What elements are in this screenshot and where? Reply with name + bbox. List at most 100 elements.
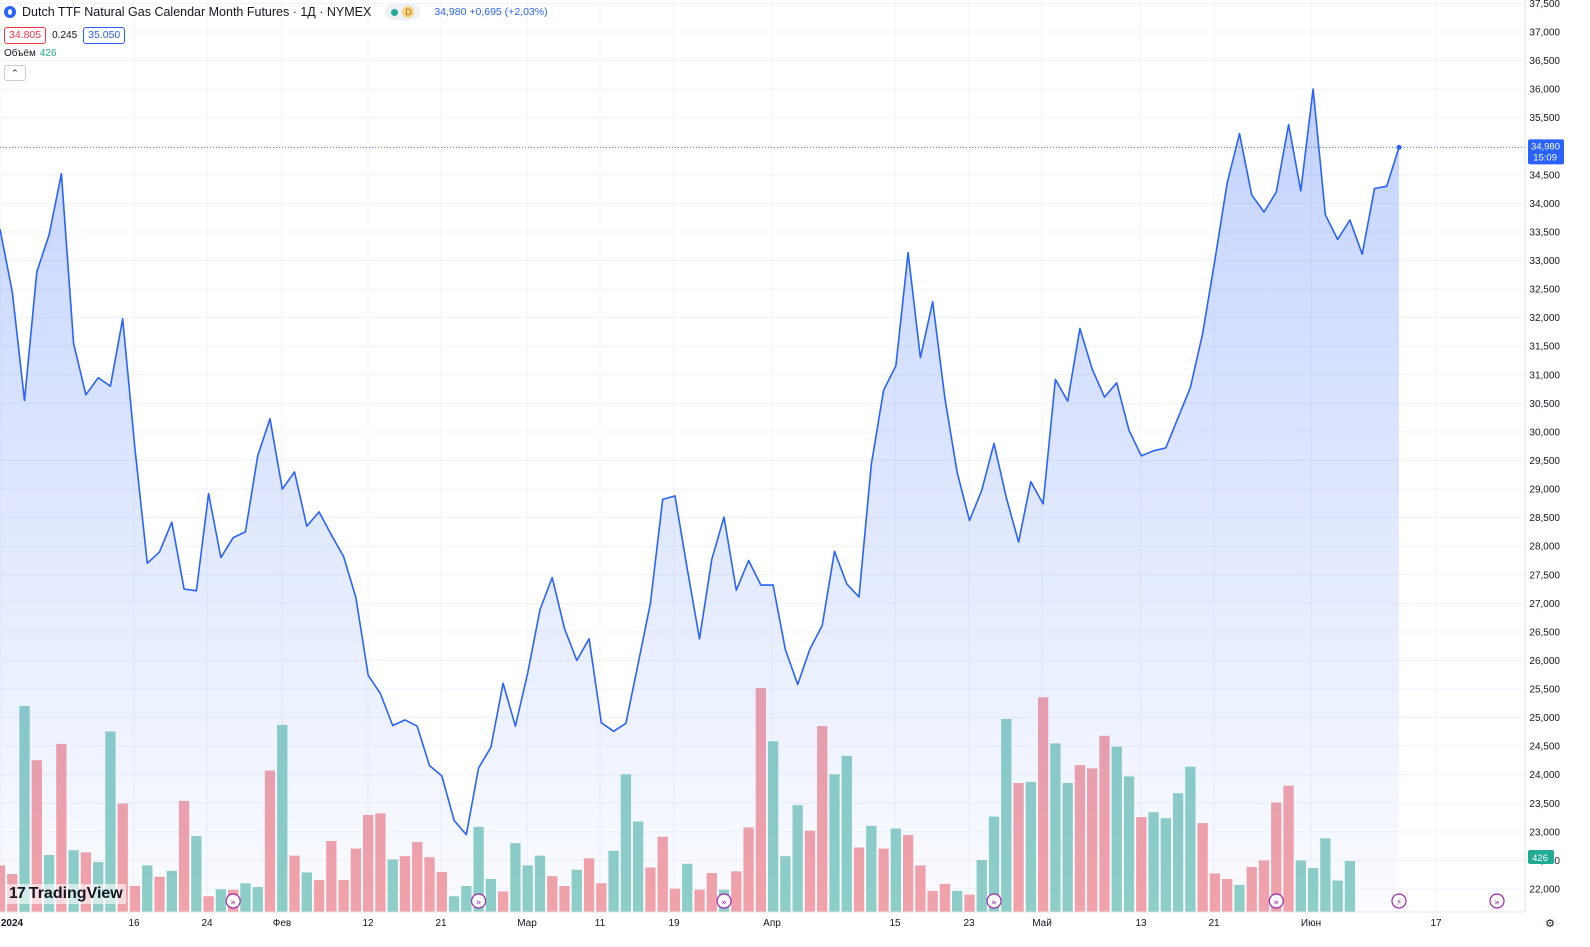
price-line — [0, 88, 1400, 836]
flash-icon[interactable]: ⚡ — [1391, 893, 1407, 909]
symbol-logo-icon — [4, 6, 16, 18]
time-axis-background — [0, 912, 1590, 947]
event-marker-ring — [986, 893, 1002, 909]
price-tick-label: 36,000 — [1529, 85, 1560, 96]
event-marker-glyph: » — [1274, 898, 1280, 908]
settings-icon[interactable]: ⚙ — [1545, 917, 1555, 930]
time-tick-label: Мар — [517, 918, 537, 929]
price-tick-label: 29,000 — [1529, 485, 1560, 496]
price-tick-label: 31,500 — [1529, 342, 1560, 353]
time-tick-label: Май — [1032, 918, 1052, 929]
time-tick-label: 24 — [201, 918, 213, 929]
dividend-icon[interactable]: » — [225, 893, 241, 909]
price-area — [0, 88, 1525, 913]
tradingview-logo[interactable]: 17 TradingView — [6, 884, 126, 904]
spread-value: 0.245 — [52, 29, 78, 41]
time-axis[interactable]: 2024 16 24 Фев 12 21 Мар 11 19 Апр 15 23 Май 13 21 Июн 1… — [0, 911, 1590, 947]
price-tick-label: 22,000 — [1529, 885, 1560, 896]
time-tick-label: 17 — [1430, 918, 1442, 929]
volume-legend: Объём 426 — [4, 48, 548, 62]
price-tick-label: 23,000 — [1529, 827, 1560, 838]
dividend-icon[interactable]: » — [716, 893, 732, 909]
dividend-icon[interactable]: » — [471, 893, 487, 909]
price-tick-label: 33,500 — [1529, 227, 1560, 238]
event-marker-ring — [225, 893, 241, 909]
price-tick-label: 34,500 — [1529, 170, 1560, 181]
time-tick-label: Фев — [273, 918, 291, 929]
buy-price-button[interactable]: 35.050 — [83, 26, 126, 44]
volume-label: Объём — [4, 48, 36, 59]
price-tick-label: 30,500 — [1529, 399, 1560, 410]
price-tick-label: 25,000 — [1529, 713, 1560, 724]
price-tick-label: 24,000 — [1529, 770, 1560, 781]
price-tick-label: 29,500 — [1529, 456, 1560, 467]
tradingview-mark-icon: 17 — [9, 885, 26, 902]
event-marker-glyph: » — [991, 898, 997, 908]
event-marker-ring — [1489, 893, 1505, 909]
symbol-legend: Dutch TTF Natural Gas Calendar Month Fut… — [4, 3, 548, 81]
price-tick-label: 34,000 — [1529, 199, 1560, 210]
price-tick-label: 31,000 — [1529, 370, 1560, 381]
event-marker-glyph: » — [230, 898, 236, 908]
event-marker-ring — [716, 893, 732, 909]
event-marker-ring — [1268, 893, 1284, 909]
time-tick-label: 2024 — [1, 918, 24, 929]
price-tick-label: 33,000 — [1529, 256, 1560, 267]
time-tick-label: 13 — [1135, 918, 1147, 929]
price-tick-label: 28,000 — [1529, 542, 1560, 553]
dividend-icon[interactable]: » — [986, 893, 1002, 909]
time-tick-label: 21 — [1208, 918, 1220, 929]
dividend-icon[interactable]: » — [1268, 893, 1284, 909]
event-marker-glyph: » — [721, 898, 727, 908]
time-tick-label: 19 — [668, 918, 680, 929]
event-marker-ring — [1391, 893, 1407, 909]
chevron-up-icon[interactable]: ⌃ — [4, 65, 26, 81]
last-price-label-bg — [1528, 139, 1564, 165]
price-tick-label: 23,500 — [1529, 799, 1560, 810]
price-tick-label: 37,500 — [1529, 0, 1560, 10]
price-tick-label: 26,500 — [1529, 627, 1560, 638]
price-tick-label: 26,000 — [1529, 656, 1560, 667]
price-tick-label: 32,500 — [1529, 285, 1560, 296]
price-tick-label: 24,500 — [1529, 742, 1560, 753]
event-marker-ring — [471, 893, 487, 909]
price-tick-label: 25,500 — [1529, 685, 1560, 696]
event-markers[interactable]: » » » » » ⚡ » — [225, 893, 1505, 909]
time-tick-label: Июн — [1301, 918, 1321, 929]
time-tick-label: 16 — [128, 918, 140, 929]
price-tick-label: 27,500 — [1529, 570, 1560, 581]
market-open-icon — [391, 8, 399, 16]
bar-countdown-label: 15:09 — [1533, 152, 1557, 163]
last-price-dot — [1396, 144, 1402, 150]
tradingview-logo-text: TradingView — [28, 885, 123, 902]
last-quote: 34,980 +0,695 (+2,03%) — [434, 6, 548, 18]
time-tick-label: 11 — [595, 918, 606, 929]
price-tick-label: 37,000 — [1529, 28, 1560, 39]
event-marker-glyph: » — [1494, 898, 1500, 908]
event-marker-glyph: ⚡ — [1396, 898, 1402, 908]
last-volume-label-bg — [1528, 850, 1554, 864]
sell-price-button[interactable]: 34.805 — [4, 26, 47, 44]
price-area-fill — [0, 89, 1399, 913]
dividend-icon[interactable]: » — [1489, 893, 1505, 909]
delayed-data-icon: D — [402, 6, 415, 18]
market-status-badge[interactable]: D — [385, 4, 421, 20]
price-tick-label: 32,000 — [1529, 313, 1560, 324]
volume-value: 426 — [39, 48, 57, 59]
last-price-label: 34,980 — [1531, 141, 1560, 152]
time-tick-label: 21 — [435, 918, 447, 929]
time-tick-label: Апр — [763, 918, 781, 929]
price-tick-label: 30,000 — [1529, 427, 1560, 438]
price-tick-label: 36,500 — [1529, 56, 1560, 67]
time-tick-label: 12 — [362, 918, 374, 929]
price-tick-label: 27,000 — [1529, 599, 1560, 610]
price-tick-label: 35,500 — [1529, 113, 1560, 124]
time-tick-label: 23 — [963, 918, 975, 929]
time-tick-label: 15 — [889, 918, 901, 929]
price-tick-label: 28,500 — [1529, 513, 1560, 524]
last-volume-label: 426 — [1532, 853, 1548, 864]
symbol-title[interactable]: Dutch TTF Natural Gas Calendar Month Fut… — [22, 5, 372, 19]
event-marker-glyph: » — [476, 898, 482, 908]
